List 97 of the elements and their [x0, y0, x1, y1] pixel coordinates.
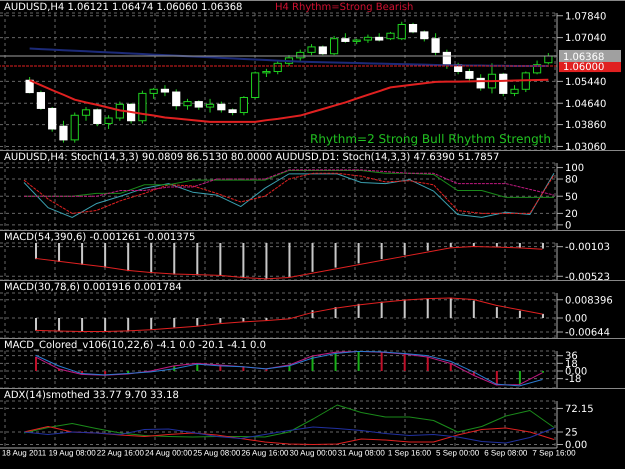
candlestick [82, 106, 90, 122]
bar [426, 356, 429, 371]
candlestick [160, 84, 170, 97]
y-tick-label: 80 [565, 174, 578, 186]
bar [426, 298, 429, 318]
y-tick-label: -0.00103 [565, 242, 610, 254]
chart-title: MACD_Colored_v106(10,22,6) -4.1 0.0 -20.1 -4.1 0.0 [4, 340, 266, 351]
candlestick [59, 120, 68, 144]
bar [219, 318, 222, 323]
candlestick [206, 98, 214, 114]
ref-line-label: 1.06368 [563, 52, 604, 63]
candlestick [398, 21, 406, 41]
y-tick-label: -0.00644 [565, 328, 610, 339]
bar [242, 318, 244, 322]
candlestick [307, 44, 316, 56]
x-tick-label: 25 Aug 08:00 [193, 448, 241, 458]
line-series [35, 246, 543, 280]
bar [496, 307, 498, 318]
y-tick-label: 1.03860 [565, 120, 606, 132]
y-tick-label: 0 [565, 220, 572, 232]
line-series [35, 298, 543, 332]
bar [35, 318, 37, 331]
bar [81, 318, 84, 332]
candlestick [183, 98, 192, 110]
candlestick [330, 35, 338, 56]
candlestick [104, 114, 113, 130]
bar [404, 354, 406, 371]
y-tick-label: 1.07040 [565, 33, 606, 44]
bar [196, 318, 198, 326]
y-tick-label: 72.15 [565, 404, 594, 415]
y-tick-label: 50 [565, 192, 578, 203]
chart-title: AUDUSD,H4: Stoch(14,3,3) 90.0809 86.5130 80.0000 AUDUSD,D1: Stoch(14,3,3) 47.6390 51.7857 [4, 152, 500, 163]
chart-title: MACD(30,78,6) 0.001916 0.001784 [4, 282, 182, 293]
bar [150, 318, 152, 330]
bar [58, 318, 60, 332]
y-tick-label: 1.03060 [565, 142, 606, 153]
x-tick-label: 31 Aug 08:00 [338, 448, 386, 458]
x-tick-label: 22 Aug 16:00 [96, 448, 144, 458]
x-tick-label: 30 Aug 00:00 [290, 448, 338, 458]
bar [358, 351, 360, 371]
candlestick [240, 96, 248, 116]
y-tick-label: 25 [565, 428, 578, 439]
x-tick-label: 6 Sep 08:00 [484, 448, 528, 458]
bar [173, 318, 176, 328]
bar [472, 300, 475, 318]
x-tick-label: 18 Aug 2011 [2, 448, 47, 458]
candlestick [408, 22, 418, 34]
bar [104, 318, 106, 332]
text: H4 Rhythm=Strong Bearish [275, 2, 414, 13]
candlestick [36, 90, 46, 110]
ref-line-label: 1.06000 [563, 62, 604, 74]
candlestick [431, 32, 440, 56]
y-tick-label: 0.008396 [565, 295, 613, 306]
line-series [24, 404, 554, 438]
y-tick-label: 1.07840 [565, 11, 606, 22]
x-tick-label: 24 Aug 00:00 [144, 448, 193, 458]
bar [334, 352, 337, 371]
candlestick [150, 87, 158, 100]
candlestick [274, 60, 282, 75]
bar [518, 370, 521, 385]
candlestick [510, 84, 519, 97]
chart-title: MACD(54,390,6) -0.001261 -0.001375 [4, 232, 196, 243]
candlestick [172, 88, 180, 110]
x-tick-label: 5 Sep 00:00 [436, 448, 480, 458]
y-tick-label: 20 [565, 208, 578, 220]
y-tick-label: -0.00523 [565, 272, 610, 283]
bar [380, 302, 383, 318]
chart-title: ADX(14)smothed 33.77 9.70 33.18 [4, 390, 179, 401]
bar [518, 310, 521, 318]
x-tick-label: 19 Aug 08:00 [48, 448, 96, 458]
bar [334, 307, 337, 318]
annotation: Rhythm=2 Strong Bull Rhythm Strength [310, 132, 551, 146]
bar [358, 304, 360, 318]
candlestick [318, 45, 327, 56]
bar [450, 298, 452, 318]
x-tick-label: 1 Sep 16:00 [388, 448, 432, 458]
candlestick [341, 32, 350, 44]
x-tick-label: 7 Sep 16:00 [532, 448, 576, 458]
x-tick-label: 26 Aug 16:00 [241, 448, 290, 458]
y-tick-label: 1.05440 [565, 76, 606, 88]
candlestick [194, 100, 203, 110]
candlestick [217, 101, 226, 114]
candlestick [48, 106, 56, 132]
candlestick [465, 68, 474, 83]
bar [542, 314, 544, 318]
bar [35, 356, 37, 371]
bar [404, 300, 406, 318]
y-tick-label: 0.00 [565, 314, 588, 325]
bar [380, 352, 383, 371]
bar [127, 318, 130, 331]
candlestick [93, 108, 102, 127]
y-tick-label: 100 [565, 163, 584, 174]
y-tick-label: 1.04640 [565, 98, 606, 110]
candlestick [420, 30, 428, 42]
bar [496, 370, 498, 386]
chart-title: AUDUSD,H4 1.06121 1.06474 1.06060 1.06368 [4, 2, 242, 13]
bar [312, 356, 314, 371]
